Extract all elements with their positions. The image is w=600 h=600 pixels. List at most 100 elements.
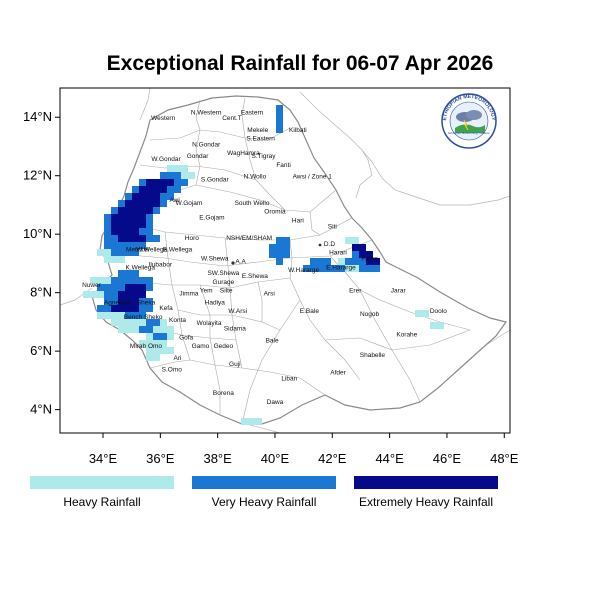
- rain-cell: [125, 270, 132, 277]
- region-label: S.Eastern: [246, 136, 275, 143]
- region-label: E.Hararge: [326, 264, 356, 271]
- rain-cell: [118, 312, 125, 319]
- rain-cell: [125, 277, 132, 284]
- rain-cell: [160, 186, 167, 193]
- rain-cell: [167, 326, 174, 333]
- rain-cell: [181, 165, 188, 172]
- y-tick-label: 8°N: [30, 285, 52, 300]
- rain-cell: [359, 258, 366, 265]
- region-label: Borena: [213, 390, 234, 397]
- x-tick-label: 48°E: [490, 451, 519, 466]
- region-label: Gedeo: [214, 343, 234, 350]
- region-label: Bale: [266, 337, 279, 344]
- rain-cell: [132, 312, 139, 319]
- rain-cell: [139, 193, 146, 200]
- rain-cell: [153, 186, 160, 193]
- rain-cell: [125, 291, 132, 298]
- rain-cell: [125, 214, 132, 221]
- rain-cell: [118, 277, 125, 284]
- institute-logo: ETHIOPIAN METEOROLOGY Ethiopian Meteorol…: [441, 93, 497, 149]
- region-label: Awi: [169, 197, 179, 204]
- rain-cell: [160, 179, 167, 186]
- rain-cell: [118, 228, 125, 235]
- rain-cell: [104, 235, 111, 242]
- region-label: K.Wellega: [125, 264, 155, 271]
- rain-cell: [366, 258, 373, 265]
- rain-cell: [345, 237, 352, 244]
- rain-cell: [276, 237, 283, 244]
- rain-cell: [125, 319, 132, 326]
- axis-ticks: 34°E 36°E 38°E 40°E 42°E 44°E 46°E 48°E 14°N 12°N…: [23, 109, 519, 466]
- rain-cell: [139, 214, 146, 221]
- rain-cell: [241, 418, 248, 425]
- region-label: Korahe: [396, 332, 417, 339]
- rain-cell: [111, 242, 118, 249]
- region-label: Gurage: [213, 279, 235, 286]
- rain-cell: [118, 235, 125, 242]
- x-tick-label: 40°E: [261, 451, 290, 466]
- rain-cell: [167, 179, 174, 186]
- rain-cell: [160, 347, 167, 354]
- rain-cell: [139, 340, 146, 347]
- x-tick-label: 38°E: [203, 451, 232, 466]
- rain-cell: [167, 172, 174, 179]
- rain-cell: [118, 270, 125, 277]
- rain-cell: [139, 235, 146, 242]
- rain-cell: [139, 242, 146, 249]
- region-label: Agnewak: [104, 299, 131, 306]
- rain-cell: [104, 221, 111, 228]
- rain-cell: [132, 284, 139, 291]
- rain-cell: [139, 179, 146, 186]
- rain-cell: [146, 228, 153, 235]
- region-label: Arsi: [264, 291, 275, 298]
- region-label: Metekel: [126, 247, 149, 254]
- region-label: E.Shewa: [242, 273, 268, 280]
- rain-cell: [132, 249, 139, 256]
- region-label: Silte: [220, 288, 233, 295]
- rain-cell: [283, 237, 290, 244]
- rain-cell: [132, 242, 139, 249]
- rain-cell: [125, 326, 132, 333]
- rain-cell: [132, 186, 139, 193]
- region-label: WagHamra: [227, 150, 260, 157]
- rain-cell: [104, 242, 111, 249]
- rain-cell: [104, 256, 111, 263]
- rain-cell: [111, 291, 118, 298]
- region-label: Wolayita: [197, 320, 222, 327]
- legend-swatch-heavy: [30, 476, 174, 489]
- rain-cell: [125, 249, 132, 256]
- rain-cell: [255, 418, 262, 425]
- rain-cell: [160, 340, 167, 347]
- rain-cell: [132, 305, 139, 312]
- rain-cell: [139, 291, 146, 298]
- rain-cell: [167, 193, 174, 200]
- rain-cell: [139, 228, 146, 235]
- region-label: Hadiya: [205, 299, 226, 306]
- rain-cell: [153, 207, 160, 214]
- rain-cell: [132, 277, 139, 284]
- rain-cell: [324, 265, 331, 272]
- region-label: E.Bale: [300, 308, 320, 315]
- legend-label-heavy: Heavy Rainfall: [63, 495, 141, 509]
- region-label: W.Gojam: [176, 200, 203, 207]
- rain-cell: [139, 319, 146, 326]
- legend-swatch-very-heavy: [192, 476, 336, 489]
- rain-cell: [139, 186, 146, 193]
- region-label: E.Wellega: [163, 247, 193, 254]
- region-label: Hari: [292, 217, 304, 224]
- region-label: N.Wollo: [244, 174, 267, 181]
- region-label: W.Hararge: [288, 267, 319, 274]
- rain-cell: [104, 284, 111, 291]
- rain-cell: [132, 270, 139, 277]
- rain-cell: [366, 251, 373, 258]
- region-label: Jarar: [391, 288, 407, 295]
- region-label: SW.Shewa: [207, 270, 239, 277]
- rain-cell: [146, 207, 153, 214]
- rain-cell: [153, 326, 160, 333]
- rain-cell: [146, 179, 153, 186]
- region-label: Fafan: [361, 256, 378, 263]
- rain-cell: [125, 228, 132, 235]
- region-label: S.Tigray: [252, 153, 277, 160]
- rain-cell: [118, 221, 125, 228]
- rain-cell: [359, 251, 366, 258]
